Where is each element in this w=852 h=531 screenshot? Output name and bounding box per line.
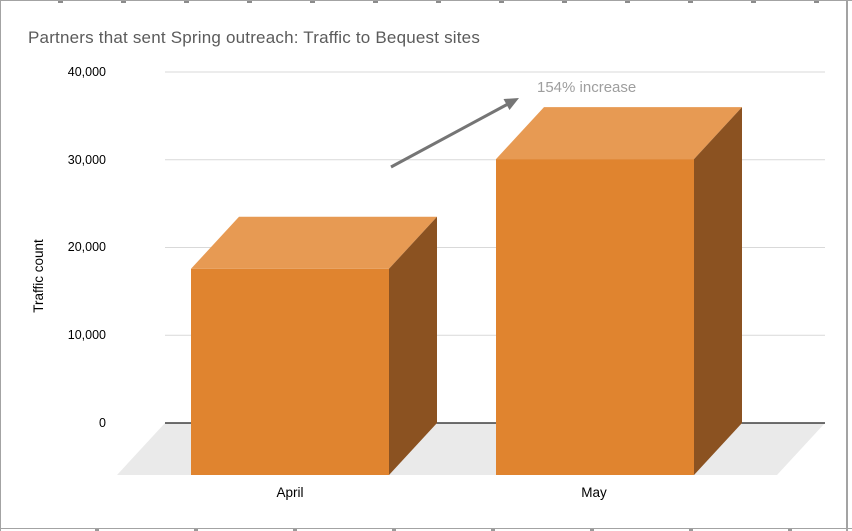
bar-april-top-face (191, 216, 437, 269)
x-category-label-april: April (276, 485, 304, 500)
increase-annotation-text: 154% increase (537, 79, 637, 96)
bar-may-front-face[interactable] (496, 159, 694, 475)
increase-arrow-head (503, 98, 519, 110)
window-border-top (0, 0, 852, 1)
bar-may-top-face (496, 107, 742, 160)
bar-may-side-face (694, 107, 742, 475)
x-category-label-may: May (581, 485, 607, 500)
y-tick-label-10000: 10,000 (67, 328, 106, 342)
y-axis-title: Traffic count (31, 239, 46, 313)
window-border-top-ticks (0, 0, 852, 3)
y-tick-label-30000: 30,000 (67, 153, 106, 167)
window-border-right (846, 0, 848, 531)
bar-april-side-face (389, 216, 437, 475)
y-tick-label-40000: 40,000 (67, 65, 106, 79)
window-border-bottom (0, 528, 852, 529)
increase-arrow-shaft (390, 103, 508, 169)
y-tick-label-20000: 20,000 (67, 240, 106, 254)
bar-april-front-face[interactable] (191, 268, 389, 475)
chart-title: Partners that sent Spring outreach: Traf… (28, 28, 481, 47)
window-border-bottom-ticks (0, 529, 852, 531)
window-border-left (0, 0, 1, 531)
y-tick-label-0: 0 (99, 416, 106, 430)
